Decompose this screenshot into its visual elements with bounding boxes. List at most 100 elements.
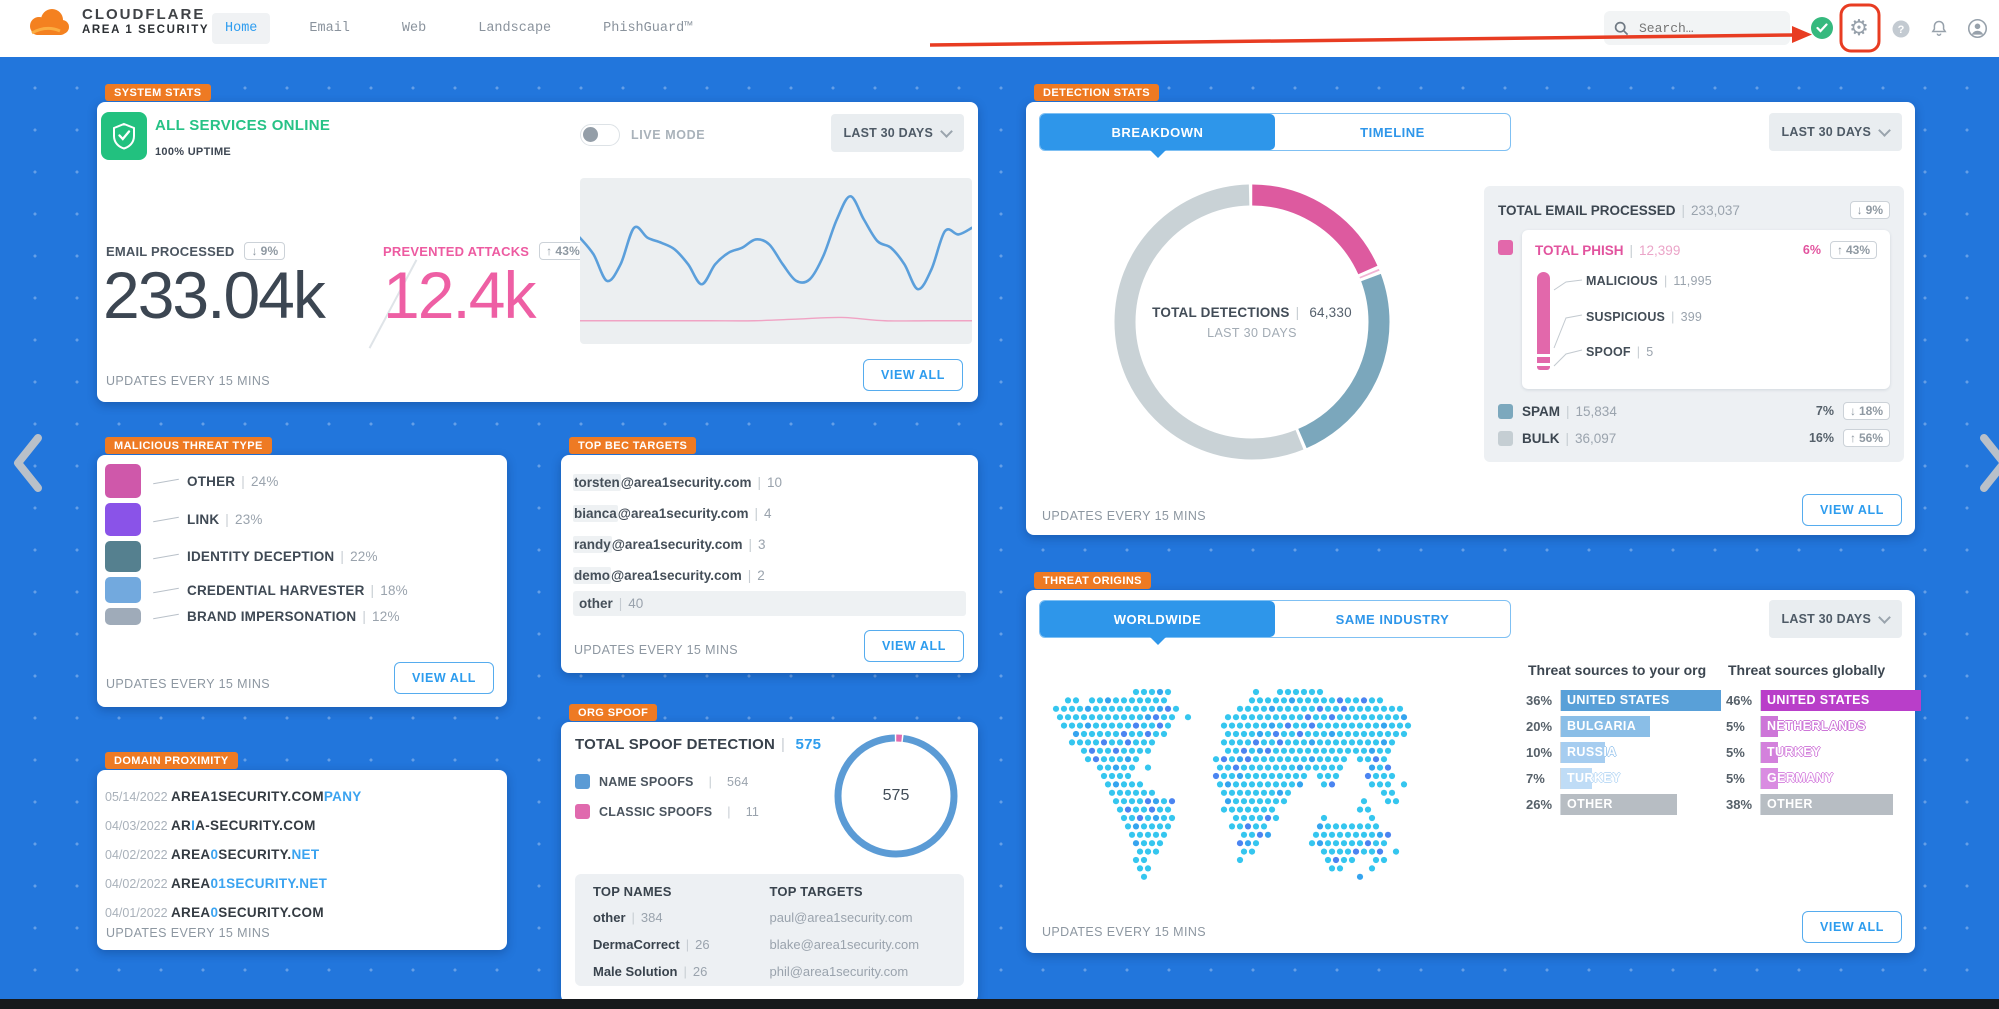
live-mode-toggle[interactable]: [580, 124, 620, 146]
bec-other-row[interactable]: other | 40: [573, 591, 966, 616]
bec-email: randy@area1security.com: [573, 536, 743, 553]
threat-source-pct: 20%: [1526, 719, 1553, 734]
domain-row[interactable]: 04/01/2022 AREA0SECURITY.COM: [105, 898, 499, 927]
legend-swatch: [575, 804, 590, 819]
brand-subname: AREA 1 SECURITY: [82, 23, 210, 36]
primary-nav: Home Email Web Landscape PhishGuard™: [212, 0, 705, 57]
tab-same-industry[interactable]: SAME INDUSTRY: [1335, 611, 1450, 627]
notifications-bell-icon[interactable]: [1922, 0, 1956, 57]
domain-row[interactable]: 04/03/2022 ARIA-SECURITY.COM: [105, 811, 499, 840]
total-phish-row: TOTAL PHISH | 12,399 6% ↑ 43%: [1535, 241, 1877, 259]
domain-name: AREA0SECURITY.COM: [171, 905, 324, 920]
threat-source-row: 38% OTHER: [1726, 794, 1921, 815]
malicious-threat-type-card: OTHER | 24% LINK | 23% IDENTITY DECEPTION | 22% C…: [97, 455, 507, 707]
top-target-row: phil@area1security.com: [769, 964, 909, 979]
nav-item-email[interactable]: Email: [309, 21, 350, 36]
threat-source-label: TURKEY: [1767, 745, 1821, 759]
threat-source-label: NETHERLANDS: [1767, 719, 1866, 733]
threat-source-pct: 46%: [1726, 693, 1753, 708]
phish-swatch: [1498, 240, 1513, 255]
domain-row[interactable]: 05/14/2022 AREA1SECURITY.COMPANY: [105, 782, 499, 811]
live-mode-label: LIVE MODE: [631, 128, 706, 142]
tab-breakdown[interactable]: BREAKDOWN: [1040, 114, 1275, 158]
user-avatar-icon[interactable]: [1960, 0, 1994, 57]
threat-type-row: LINK | 23%: [105, 503, 497, 536]
search-box[interactable]: [1604, 11, 1790, 45]
bec-email: demo@area1security.com: [573, 567, 742, 584]
cloudflare-cloud-icon: [30, 9, 69, 35]
threat-source-bar: RUSSIA: [1560, 742, 1721, 763]
detection-view-all-button[interactable]: VIEW ALL: [1801, 494, 1902, 526]
threat-origins-tabs: WORLDWIDE SAME INDUSTRY: [1039, 600, 1511, 645]
detection-breakdown-panel: TOTAL EMAIL PROCESSED | 233,037 ↓ 9% TOTAL…: [1484, 186, 1904, 462]
updates-note: UPDATES EVERY 15 MINS: [106, 926, 271, 940]
threat-source-pct: 5%: [1726, 745, 1745, 760]
threat-view-all-button[interactable]: VIEW ALL: [1801, 911, 1902, 943]
tab-worldwide[interactable]: WORLDWIDE: [1040, 601, 1275, 645]
top-targets-column: TOP TARGETS paul@area1security.com blake@…: [770, 884, 947, 979]
threat-type-label: LINK | 23%: [187, 512, 263, 527]
org-sources-heading: Threat sources to your org: [1528, 662, 1707, 678]
domain-date: 04/02/2022: [105, 847, 168, 862]
settings-gear-icon[interactable]: ⚙: [1849, 16, 1869, 41]
prevented-attacks-label-row: PREVENTED ATTACKS ↑ 43%: [383, 242, 587, 260]
svg-text:?: ?: [1898, 24, 1905, 36]
threat-type-row: OTHER | 24%: [105, 464, 497, 498]
domain-row[interactable]: 04/02/2022 AREA0SECURITY.NET: [105, 840, 499, 869]
domain-date: 04/02/2022: [105, 876, 168, 891]
threat-source-label: GERMANY: [1767, 771, 1834, 785]
domain-proximity-card: 05/14/2022 AREA1SECURITY.COMPANY 04/03/202…: [97, 770, 507, 950]
system-view-all-button[interactable]: VIEW ALL: [862, 359, 963, 391]
phish-delta-badge: ↑ 43%: [1829, 241, 1877, 259]
detection-range-dropdown[interactable]: LAST 30 DAYS: [1768, 113, 1902, 151]
threat-type-label: IDENTITY DECEPTION | 22%: [187, 549, 378, 564]
updates-note: UPDATES EVERY 15 MINS: [1042, 509, 1207, 523]
threat-type-row: BRAND IMPERSONATION | 12%: [105, 608, 497, 625]
brand-logo[interactable]: CLOUDFLARE AREA 1 SECURITY: [26, 7, 209, 37]
threat-source-bar: TURKEY: [1760, 742, 1921, 763]
total-email-delta-badge: ↓ 9%: [1849, 201, 1890, 219]
bec-view-all-button[interactable]: VIEW ALL: [863, 630, 964, 662]
domain-row[interactable]: 04/02/2022 AREA01SECURITY.NET: [105, 869, 499, 898]
threat-origins-tag: THREAT ORIGINS: [1034, 572, 1151, 589]
updates-note: UPDATES EVERY 15 MINS: [106, 677, 271, 691]
legend-swatch: [575, 774, 590, 789]
detection-stats-card: BREAKDOWN TIMELINE LAST 30 DAYS TOTAL DE…: [1026, 102, 1915, 535]
bec-target-list: torsten@area1security.com | 10 bianca@area1…: [573, 467, 966, 616]
nav-item-landscape[interactable]: Landscape: [478, 21, 552, 36]
threat-source-pct: 38%: [1726, 797, 1753, 812]
total-email-processed-row: TOTAL EMAIL PROCESSED | 233,037 ↓ 9%: [1484, 186, 1904, 230]
threat-source-row: 7% TURKEY: [1526, 768, 1721, 789]
carousel-left-arrow[interactable]: [8, 432, 48, 499]
bar-fill: [1761, 794, 1894, 815]
bec-target-row[interactable]: bianca@area1security.com | 4: [573, 505, 772, 522]
bec-target-row[interactable]: torsten@area1security.com | 10: [573, 474, 783, 491]
threat-source-row: 36% UNITED STATES: [1526, 690, 1721, 711]
top-bec-targets-tag: TOP BEC TARGETS: [569, 437, 697, 454]
threat-range-dropdown[interactable]: LAST 30 DAYS: [1768, 600, 1902, 638]
threat-type-view-all-button[interactable]: VIEW ALL: [393, 662, 494, 694]
threat-source-label: TURKEY: [1567, 771, 1621, 785]
nav-item-phishguard[interactable]: PhishGuard™: [603, 21, 693, 36]
help-icon[interactable]: ?: [1884, 0, 1918, 57]
threat-source-row: 5% NETHERLANDS: [1726, 716, 1921, 737]
nav-item-web[interactable]: Web: [401, 21, 427, 36]
bottom-bar: [0, 999, 1999, 1009]
phish-sub-row: MALICIOUS | 11,995: [1586, 274, 1712, 288]
tab-timeline[interactable]: TIMELINE: [1360, 124, 1425, 140]
spam-row: SPAM | 15,834 7% ↓ 18%: [1484, 389, 1904, 420]
bec-target-row[interactable]: randy@area1security.com | 3: [573, 536, 766, 553]
threat-source-label: RUSSIA: [1567, 745, 1617, 759]
carousel-right-arrow[interactable]: [1974, 432, 1999, 499]
verified-badge-icon: [1811, 17, 1833, 39]
nav-item-home[interactable]: Home: [212, 13, 271, 44]
global-sources-bar-list: 46% UNITED STATES 5% NETHERLANDS 5% TURKEY 5% G…: [1726, 690, 1921, 820]
threat-type-label: BRAND IMPERSONATION | 12%: [187, 609, 400, 624]
search-input[interactable]: [1637, 19, 1771, 37]
spoof-breakdown-panel: TOP NAMES other | 384 DermaCorrect | 26 Male S…: [575, 874, 964, 986]
donut-center-label: TOTAL DETECTIONS | 64,330: [1152, 304, 1352, 320]
bec-target-row[interactable]: demo@area1security.com | 2: [573, 567, 765, 584]
system-range-dropdown[interactable]: LAST 30 DAYS: [830, 114, 964, 152]
brand-name: CLOUDFLARE: [82, 6, 206, 24]
domain-list: 05/14/2022 AREA1SECURITY.COMPANY 04/03/202…: [105, 782, 499, 927]
